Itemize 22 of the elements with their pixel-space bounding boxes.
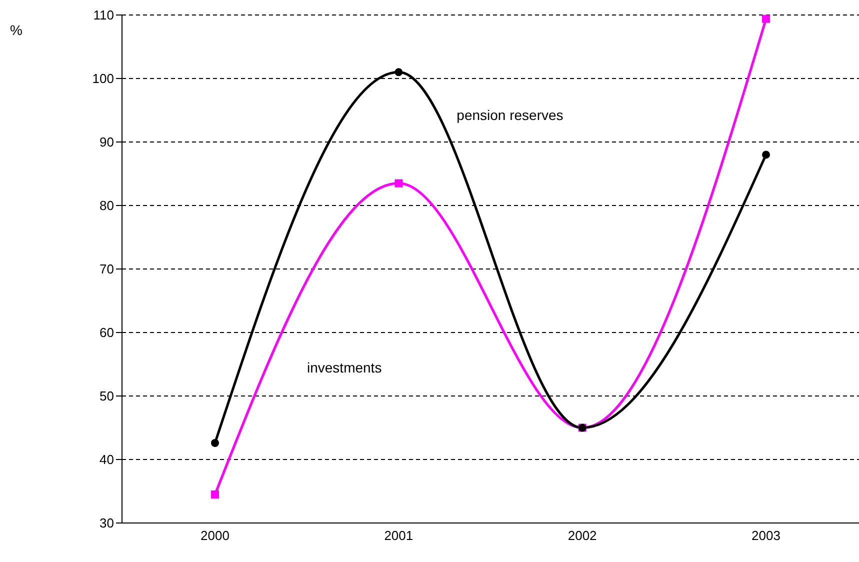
text: investments: [307, 359, 382, 376]
series-label: pension reserves: [456, 107, 564, 124]
x-tick-label: 2001: [384, 528, 414, 544]
x-tick-label: 2003: [752, 528, 780, 544]
y-tick-label: 30: [100, 516, 114, 531]
point: [211, 490, 219, 498]
y-tick-label: 40: [100, 452, 114, 468]
point: [762, 15, 770, 23]
point: [762, 150, 770, 159]
y-tick-label: 100: [92, 71, 114, 86]
y-tick-label: 110: [93, 8, 114, 23]
y-tick-label: 80: [100, 198, 114, 214]
point: [394, 179, 403, 188]
y-tick-label: 90: [100, 134, 114, 150]
y-tick-label: 50: [100, 388, 114, 404]
y-axis-title: %: [10, 22, 22, 38]
x-tick-label: 2000: [200, 528, 230, 544]
point: [211, 438, 219, 447]
point: [394, 68, 403, 76]
y-tick-label: 60: [100, 325, 114, 340]
y-tick-label: 70: [100, 262, 114, 277]
x-tick-label: 2002: [568, 528, 597, 544]
